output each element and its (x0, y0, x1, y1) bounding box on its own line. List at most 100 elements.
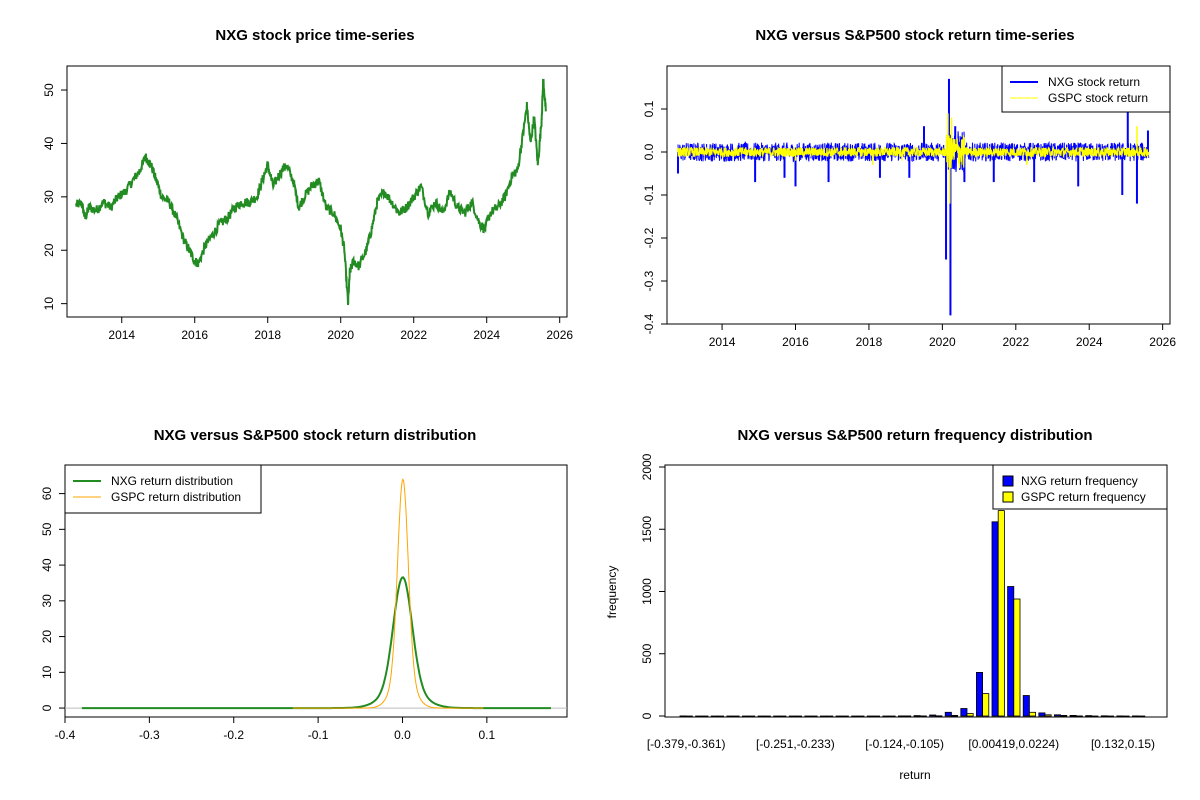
x-tick-label: 2016 (782, 335, 809, 349)
bar-nxg (944, 711, 952, 717)
y-tick-label: 30 (40, 594, 54, 608)
y-tick-label: 40 (40, 558, 54, 572)
legend-box (1001, 65, 1171, 113)
bar-gspc (919, 715, 927, 718)
x-tick-label: 2026 (546, 328, 573, 342)
bar-nxg (1132, 715, 1140, 718)
x-tick-label: 2024 (473, 328, 500, 342)
y-tick-label: 0.1 (642, 100, 656, 117)
x-tick-label: 2022 (1002, 335, 1029, 349)
bar-nxg (1022, 695, 1030, 717)
bar-nxg (835, 715, 843, 718)
legend-swatch (1002, 491, 1014, 503)
legend-label: NXG stock return (1048, 75, 1140, 89)
bar-gspc (1138, 715, 1146, 718)
bar-gspc (951, 715, 959, 717)
y-tick-label: 40 (42, 136, 56, 150)
bar-gspc (717, 715, 725, 718)
y-tick-label: 10 (40, 665, 54, 679)
y-tick-label: 0 (40, 704, 54, 711)
y-tick-label: 50 (40, 522, 54, 536)
bar-gspc (1029, 711, 1037, 717)
bar-gspc (685, 715, 693, 718)
bar-gspc (1060, 715, 1068, 717)
series-line-gspc-return (677, 134, 1150, 169)
bar-nxg (1069, 715, 1077, 717)
legend-box (992, 464, 1168, 510)
bar-gspc (1013, 598, 1021, 717)
y-tick-label: 1000 (640, 578, 654, 605)
bar-gspc (1091, 715, 1099, 718)
y-tick-label: -0.4 (642, 313, 656, 334)
chart-title: NXG versus S&P500 return frequency distr… (737, 427, 1092, 444)
x-tick-label: -0.2 (223, 728, 244, 742)
legend-label: GSPC return frequency (1021, 490, 1146, 504)
legend-label: NXG return distribution (111, 474, 233, 488)
x-category-label: [0.132,0.15) (1091, 737, 1155, 751)
y-tick-label: 60 (40, 487, 54, 501)
bar-nxg (898, 715, 906, 718)
x-tick-label: 2018 (856, 335, 883, 349)
bar-nxg (1054, 714, 1062, 717)
y-tick-label: 10 (42, 297, 56, 311)
bar-gspc (1044, 714, 1052, 717)
bar-gspc (888, 715, 896, 718)
bar-gspc (1107, 715, 1115, 718)
y-tick-label: 1500 (640, 516, 654, 543)
bar-nxg (788, 715, 796, 718)
panel-3: NXG versus S&P500 stock return distribut… (40, 427, 568, 742)
x-category-label: [-0.251,-0.233) (756, 737, 835, 751)
y-tick-label: -0.1 (642, 184, 656, 205)
bar-nxg (991, 521, 999, 717)
bar-nxg (960, 708, 968, 717)
y-tick-label: 30 (42, 190, 56, 204)
bar-nxg (1007, 586, 1015, 717)
x-axis-title: return (899, 768, 930, 782)
bar-gspc (857, 715, 865, 718)
x-tick-label: 2014 (709, 335, 736, 349)
x-tick-label: 0.0 (394, 728, 411, 742)
x-category-label: [-0.124,-0.105) (865, 737, 944, 751)
bar-gspc (904, 715, 912, 718)
bar-gspc (841, 715, 849, 718)
bar-gspc (997, 510, 1005, 717)
series-density-nxg (81, 576, 551, 710)
x-category-label: [-0.379,-0.361) (647, 737, 726, 751)
bar-nxg (773, 715, 781, 718)
bar-gspc (795, 715, 803, 718)
x-tick-label: 2026 (1149, 335, 1176, 349)
panel-4: NXG versus S&P500 return frequency distr… (605, 427, 1168, 782)
bar-nxg (679, 715, 687, 718)
series-density-gspc (292, 478, 484, 709)
y-tick-label: 20 (42, 243, 56, 257)
x-tick-label: 2020 (929, 335, 956, 349)
y-tick-label: 50 (42, 83, 56, 97)
y-tick-label: 0 (640, 712, 654, 719)
legend-swatch (1002, 475, 1014, 487)
x-tick-label: 2016 (181, 328, 208, 342)
bar-nxg (929, 714, 937, 717)
bar-gspc (732, 715, 740, 718)
y-tick-label: 0.0 (642, 143, 656, 160)
bar-gspc (779, 715, 787, 718)
bar-nxg (913, 715, 921, 717)
x-tick-label: -0.3 (139, 728, 160, 742)
bar-gspc (826, 715, 834, 718)
panel-2: NXG versus S&P500 stock return time-seri… (642, 27, 1176, 349)
chart-title: NXG versus S&P500 stock return time-seri… (755, 27, 1074, 44)
bar-nxg (804, 715, 812, 718)
y-axis-title: frequency (605, 566, 619, 619)
bar-nxg (710, 715, 718, 718)
x-tick-label: 0.1 (479, 728, 496, 742)
bar-nxg (742, 715, 750, 718)
bar-nxg (1116, 715, 1124, 718)
chart-title: NXG versus S&P500 stock return distribut… (154, 427, 477, 444)
x-category-label: [0.00419,0.0224) (968, 737, 1059, 751)
bar-gspc (701, 715, 709, 718)
bar-nxg (866, 715, 874, 718)
y-tick-label: 2000 (640, 453, 654, 480)
bar-nxg (695, 715, 703, 718)
x-tick-label: 2020 (327, 328, 354, 342)
legend-label: NXG return frequency (1021, 474, 1138, 488)
